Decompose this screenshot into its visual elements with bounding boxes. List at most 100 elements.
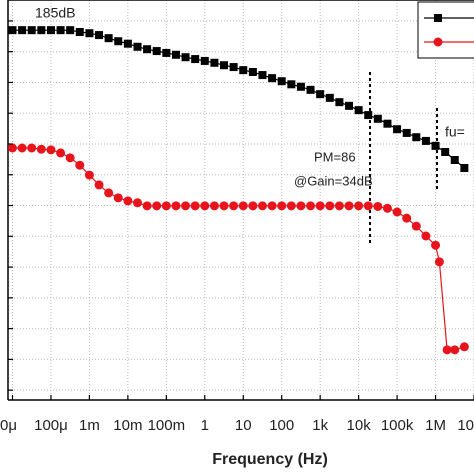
data-point	[354, 106, 363, 115]
data-point	[383, 119, 392, 128]
data-point	[210, 58, 219, 67]
data-point	[277, 201, 287, 211]
data-point	[229, 201, 239, 211]
data-point	[239, 66, 248, 75]
annotation: fu=	[445, 124, 465, 140]
data-point	[441, 148, 450, 156]
data-point	[171, 50, 180, 59]
data-point	[335, 98, 344, 107]
data-point	[123, 39, 132, 48]
data-point	[161, 201, 171, 211]
data-point	[104, 188, 114, 198]
data-point	[142, 201, 152, 211]
data-point	[190, 201, 200, 211]
data-point	[421, 231, 431, 241]
data-point	[85, 29, 94, 38]
data-point	[56, 148, 66, 158]
data-point	[143, 45, 152, 54]
legend-marker	[433, 37, 443, 47]
data-point	[7, 143, 17, 153]
data-point	[162, 48, 171, 57]
data-point	[434, 257, 444, 267]
data-point	[66, 26, 75, 35]
x-tick-label: 1	[201, 417, 209, 434]
data-point	[363, 201, 373, 211]
data-point	[84, 170, 94, 180]
data-point	[248, 68, 257, 76]
x-tick-label: 0μ	[0, 417, 17, 434]
data-point	[229, 63, 238, 72]
series-group	[7, 26, 469, 355]
x-tick-label: 100μ	[34, 417, 68, 434]
data-point	[114, 37, 123, 46]
data-point	[287, 80, 296, 89]
data-point	[94, 180, 104, 190]
data-point	[268, 74, 277, 83]
data-point	[152, 201, 162, 211]
data-point	[373, 201, 383, 211]
data-point	[75, 160, 85, 170]
data-point	[8, 26, 17, 35]
x-tick-label: 100k	[381, 417, 414, 434]
data-point	[364, 111, 373, 120]
data-point	[450, 156, 459, 164]
data-point	[431, 141, 440, 150]
data-point	[421, 136, 430, 145]
data-point	[296, 82, 305, 91]
x-tick-label: 100m	[148, 417, 186, 434]
data-point	[460, 164, 469, 172]
data-point	[27, 26, 36, 35]
data-point	[306, 201, 316, 211]
data-point	[373, 114, 382, 123]
annotation: PM=86	[314, 149, 356, 164]
data-point	[133, 42, 142, 51]
x-tick-label: 10m	[113, 417, 142, 434]
data-point	[46, 145, 56, 155]
data-point	[344, 201, 354, 211]
data-point	[191, 55, 200, 64]
data-point	[248, 201, 258, 211]
x-tick-label: 1k	[312, 417, 328, 434]
x-tick-label: 10	[457, 417, 474, 434]
data-point	[36, 144, 46, 154]
data-point	[181, 53, 190, 62]
data-point	[325, 93, 334, 102]
data-point	[442, 345, 452, 355]
data-point	[296, 201, 306, 211]
data-point	[209, 201, 219, 211]
data-point	[267, 201, 277, 211]
data-point	[220, 61, 229, 70]
data-point	[18, 26, 27, 35]
annotation: @Gain=34dB	[294, 173, 373, 188]
data-point	[200, 201, 210, 211]
data-point	[316, 90, 325, 99]
legend-marker	[434, 14, 442, 22]
x-tick-label: 1m	[79, 417, 100, 434]
data-point	[152, 47, 161, 56]
x-tick-label: 100	[269, 417, 294, 434]
data-point	[393, 125, 402, 134]
data-point	[37, 26, 46, 35]
data-point	[402, 213, 412, 223]
data-point	[17, 143, 27, 153]
x-axis-title: Frequency (Hz)	[212, 451, 328, 468]
data-point	[286, 201, 296, 211]
data-point	[382, 203, 392, 213]
data-point	[133, 198, 143, 208]
data-point	[402, 128, 411, 137]
data-point	[431, 240, 441, 250]
annotation: 185dB	[35, 5, 75, 21]
data-point	[27, 143, 37, 153]
data-point	[412, 133, 421, 142]
data-point	[306, 85, 315, 94]
data-point	[450, 345, 460, 355]
data-point	[392, 207, 402, 217]
data-point	[325, 201, 335, 211]
data-point	[411, 221, 421, 231]
data-point	[200, 56, 209, 65]
data-point	[258, 71, 267, 80]
data-point	[257, 201, 267, 211]
